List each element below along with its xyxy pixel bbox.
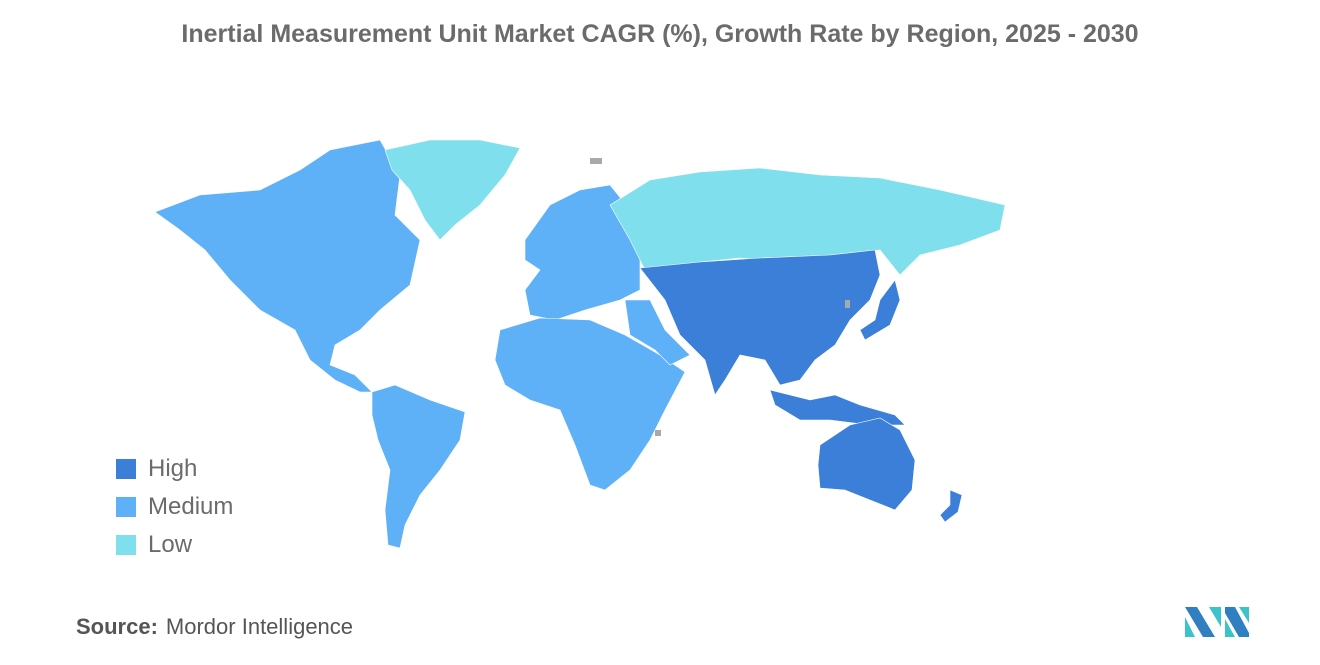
region-north-america [154, 139, 421, 393]
region-europe [524, 184, 641, 321]
region-australia [817, 417, 916, 511]
region-southeast-asia [769, 389, 906, 426]
no-data-region [655, 430, 661, 436]
legend-item-low: Low [116, 526, 233, 564]
region-south-america [371, 384, 466, 549]
source-label: Source: [76, 614, 158, 639]
region-middle-east [624, 299, 691, 366]
legend-item-medium: Medium [116, 488, 233, 526]
region-new-zealand [939, 489, 963, 523]
region-greenland [384, 139, 521, 241]
region-africa [494, 317, 686, 491]
legend: High Medium Low [116, 450, 233, 564]
region-japan [859, 279, 901, 341]
no-data-region [845, 300, 850, 308]
no-data-region [590, 158, 602, 164]
legend-swatch-low [116, 535, 136, 555]
legend-label: Medium [148, 493, 234, 520]
legend-label: High [148, 455, 198, 482]
legend-swatch-medium [116, 497, 136, 517]
chart-title: Inertial Measurement Unit Market CAGR (%… [181, 20, 1139, 48]
source: Source: Mordor Intelligence [76, 614, 353, 640]
region-asia [639, 249, 881, 396]
legend-item-high: High [116, 450, 233, 488]
source-value: Mordor Intelligence [165, 614, 354, 639]
legend-label: Low [148, 531, 193, 558]
mordor-logo [1185, 607, 1249, 637]
legend-swatch-high [116, 459, 136, 479]
